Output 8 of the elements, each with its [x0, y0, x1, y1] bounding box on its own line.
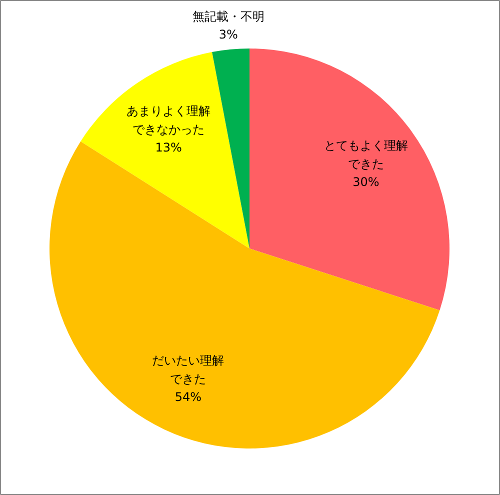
slice-label: だいたい理解できた — [152, 354, 224, 386]
slice-label: あまりよく理解できなかった — [126, 104, 211, 136]
slice-label: 無記載・不明 — [192, 9, 264, 24]
slice-label: とてもよく理解できた — [324, 138, 408, 171]
data-label: 3% — [218, 28, 238, 42]
data-label: 30% — [352, 175, 380, 190]
data-label: 54% — [174, 390, 202, 404]
data-label: 13% — [155, 140, 182, 155]
